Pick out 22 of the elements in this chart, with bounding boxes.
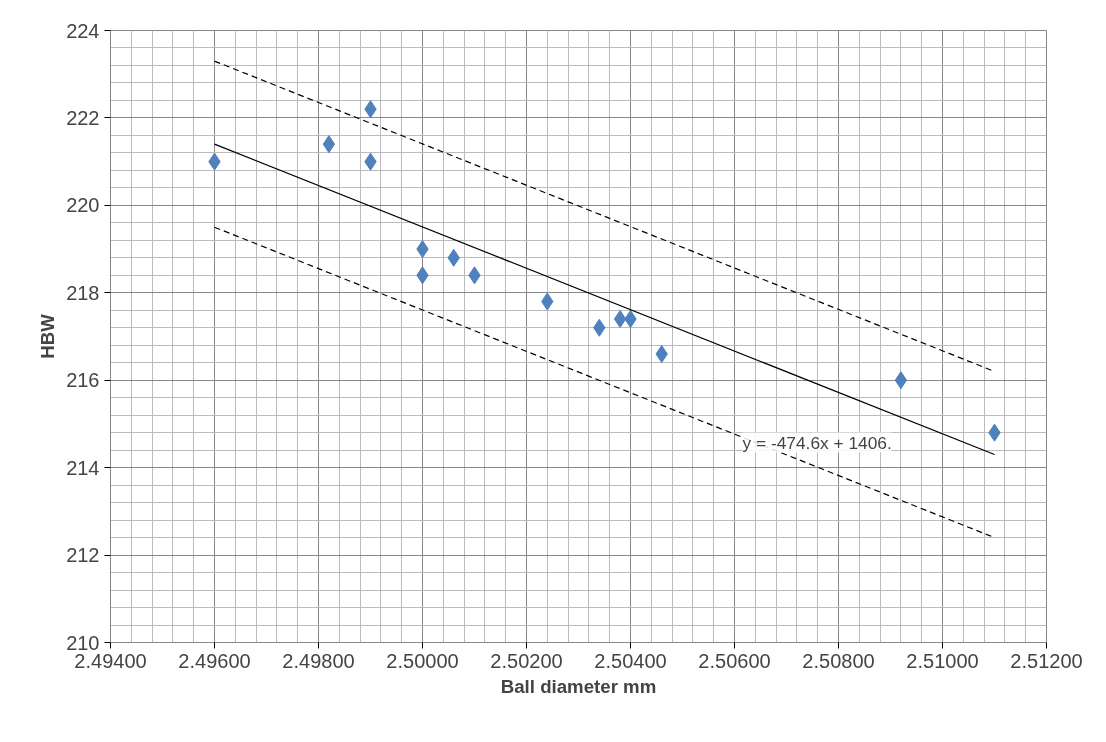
x-tick-label: 2.51200 (1010, 649, 1083, 672)
x-axis-title: Ball diameter mm (500, 675, 657, 697)
y-tick-label: 222 (66, 106, 100, 129)
point (894, 371, 908, 390)
x-tick-label: 2.50400 (594, 649, 667, 672)
x-tick-label: 2.49800 (282, 649, 355, 672)
x-tick-label: 2.50600 (698, 649, 771, 672)
point (322, 135, 336, 154)
x-tick-label: 2.51000 (906, 649, 979, 672)
y-tick-label: 218 (66, 281, 100, 304)
x-tick-label: 2.50800 (802, 649, 875, 672)
y-tick-label: 214 (66, 456, 100, 479)
y-tick-label: 212 (66, 544, 100, 567)
annotation: y = -474.6x + 1406. (742, 432, 892, 453)
x-tick-label: 2.50200 (490, 649, 563, 672)
x-tick-label: 2.49600 (178, 649, 251, 672)
x-tick-label: 2.50000 (386, 649, 459, 672)
y-tick-label: 216 (66, 369, 100, 392)
y-tick-label: 224 (66, 19, 100, 42)
y-tick-label: 220 (66, 194, 100, 217)
y-axis-title: HBW (37, 313, 59, 359)
point (613, 310, 627, 329)
